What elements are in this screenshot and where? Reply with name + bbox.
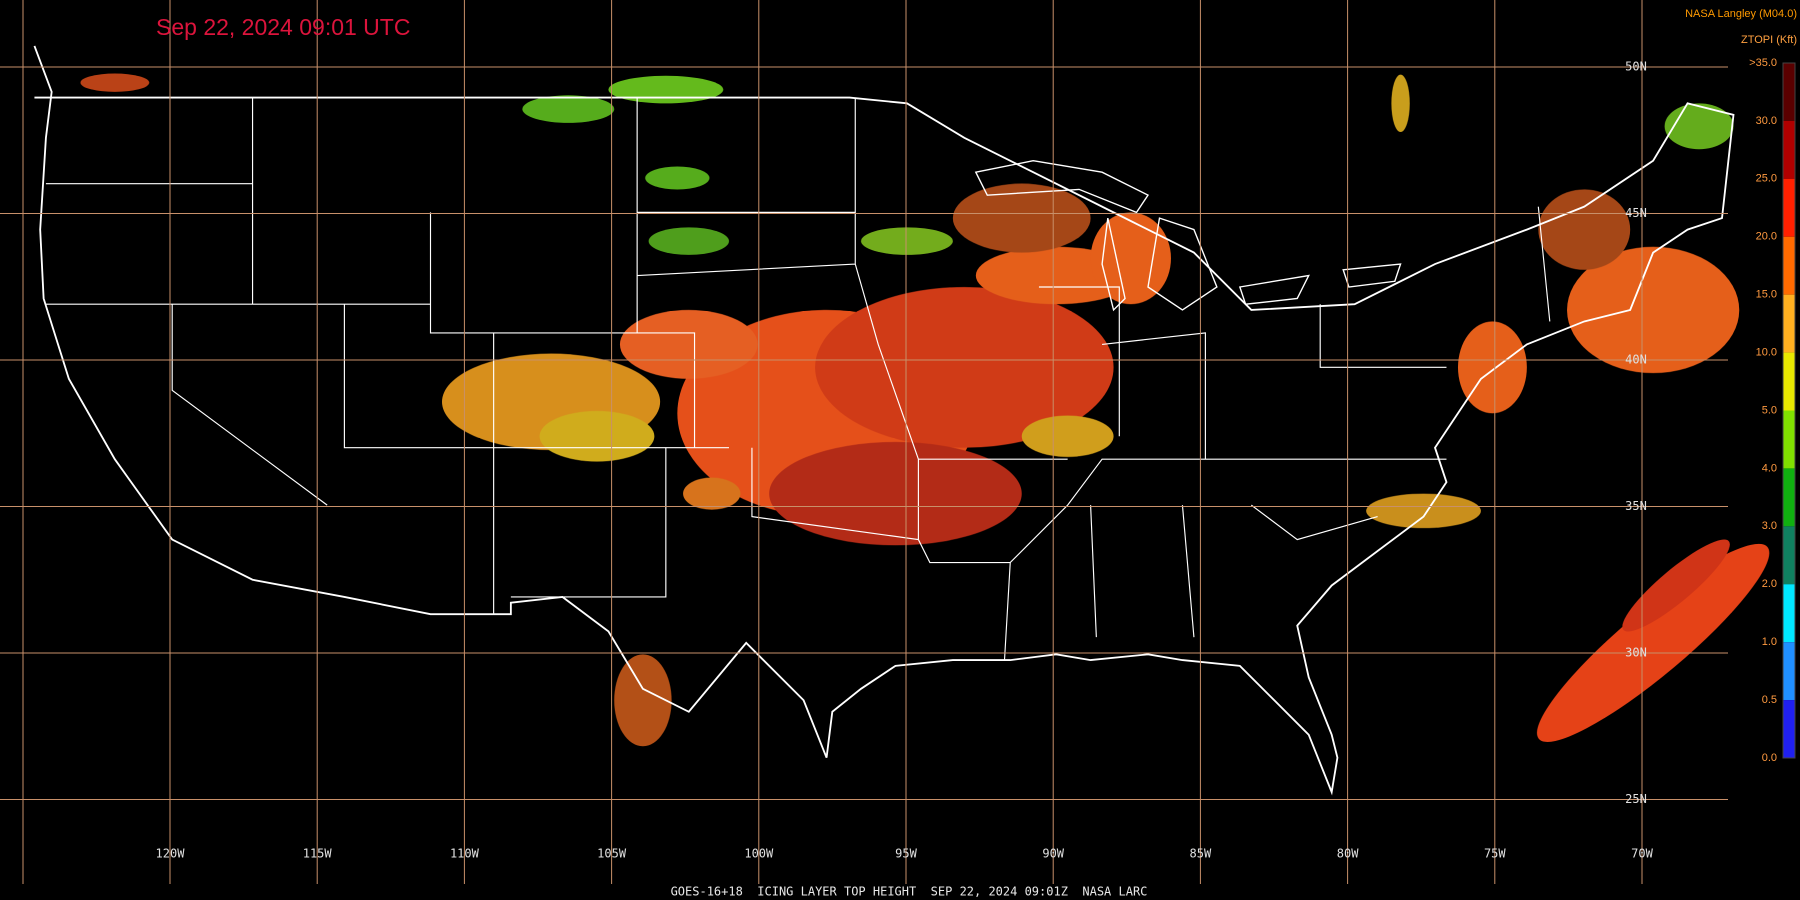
cloud-area: [645, 166, 710, 190]
colorbar-segment: [1783, 526, 1795, 585]
us-outline: [33, 45, 1735, 796]
colorbar-segment: [1783, 352, 1795, 411]
cloud-area: [769, 441, 1022, 546]
latitude-label: 25N: [1625, 792, 1647, 806]
timestamp-title: Sep 22, 2024 09:01 UTC: [156, 14, 410, 40]
colorbar-label: 10.0: [1756, 346, 1777, 358]
colorbar-label: 1.0: [1762, 636, 1777, 648]
colorbar-segment: [1783, 120, 1795, 179]
colorbar-segment: [1783, 63, 1795, 121]
colorbar-label: 15.0: [1756, 289, 1777, 301]
cloud-area: [1536, 543, 1770, 742]
graticule: [0, 0, 1728, 884]
colorbar-label: 30.0: [1756, 115, 1777, 127]
longitude-label: 75W: [1484, 847, 1506, 861]
map-layer: [33, 45, 1770, 796]
cloud-area: [1090, 212, 1171, 305]
cloud-area: [1457, 321, 1527, 414]
colorbar: >35.0 30.0 25.0 20.0 15.0 10.0 5.0 4.0 3.0 2.0 1.0…: [1749, 57, 1796, 764]
longitude-label: 100W: [744, 847, 774, 861]
cloud-area: [952, 183, 1091, 253]
longitude-label: 85W: [1190, 847, 1212, 861]
colorbar-segment: [1783, 468, 1795, 527]
longitude-label: 95W: [895, 847, 917, 861]
cloud-area: [608, 75, 724, 104]
colorbar-label: 25.0: [1756, 173, 1777, 185]
colorbar-label: 5.0: [1762, 404, 1777, 416]
colorbar-segment: [1783, 294, 1795, 353]
cloud-area: [1021, 415, 1114, 457]
colorbar-frame: [1782, 62, 1796, 759]
latitude-label: 40N: [1625, 353, 1647, 367]
great-lakes: [974, 160, 1402, 312]
product-label: ZTOPI (Kft): [1741, 34, 1797, 46]
colorbar-label: 0.5: [1762, 694, 1777, 706]
cloud-area: [1391, 74, 1410, 133]
cloud-area: [1567, 246, 1740, 374]
longitude-label: 70W: [1631, 847, 1653, 861]
cloud-imagery: [80, 73, 1770, 747]
cloud-area: [1366, 493, 1481, 529]
longitude-label: 105W: [597, 847, 627, 861]
colorbar-segment: [1783, 410, 1795, 469]
longitude-label: 80W: [1337, 847, 1359, 861]
colorbar-label: 3.0: [1762, 520, 1777, 532]
state-borders: [45, 97, 1551, 661]
colorbar-segment: [1783, 236, 1795, 295]
colorbar-label: 2.0: [1762, 578, 1777, 590]
colorbar-segment: [1783, 700, 1795, 758]
colorbar-label: 0.0: [1762, 752, 1777, 764]
colorbar-segment: [1783, 642, 1795, 701]
latitude-label: 30N: [1625, 646, 1647, 660]
latitude-label: 50N: [1625, 60, 1647, 74]
longitude-label: 115W: [303, 847, 333, 861]
colorbar-label: >35.0: [1749, 57, 1777, 69]
source-label: NASA Langley (M04.0): [1685, 8, 1797, 20]
colorbar-label: 20.0: [1756, 231, 1777, 243]
cloud-area: [619, 309, 758, 379]
colorbar-segment: [1783, 178, 1795, 237]
footer-caption: GOES-16+18 ICING LAYER TOP HEIGHT SEP 22…: [671, 885, 1148, 899]
cloud-area: [1622, 539, 1730, 632]
cloud-area: [1664, 103, 1734, 150]
cloud-area: [861, 227, 953, 255]
cloud-area: [80, 73, 150, 92]
longitude-label: 90W: [1042, 847, 1064, 861]
cloud-area: [539, 410, 655, 462]
cloud-area: [648, 227, 729, 255]
cloud-area: [522, 95, 615, 123]
cloud-area: [815, 287, 1114, 448]
latitude-label: 35N: [1625, 499, 1647, 513]
longitude-label: 120W: [156, 847, 186, 861]
cloud-area: [614, 654, 672, 747]
colorbar-segment: [1783, 584, 1795, 643]
colorbar-label: 4.0: [1762, 462, 1777, 474]
cloud-area: [683, 477, 741, 510]
longitude-label: 110W: [450, 847, 480, 861]
graticule-labels: 120W 115W 110W 105W 100W 95W 90W 85W 80W 75W 70W 50…: [156, 60, 1654, 861]
cloud-area: [1538, 189, 1631, 270]
latitude-label: 45N: [1625, 206, 1647, 220]
